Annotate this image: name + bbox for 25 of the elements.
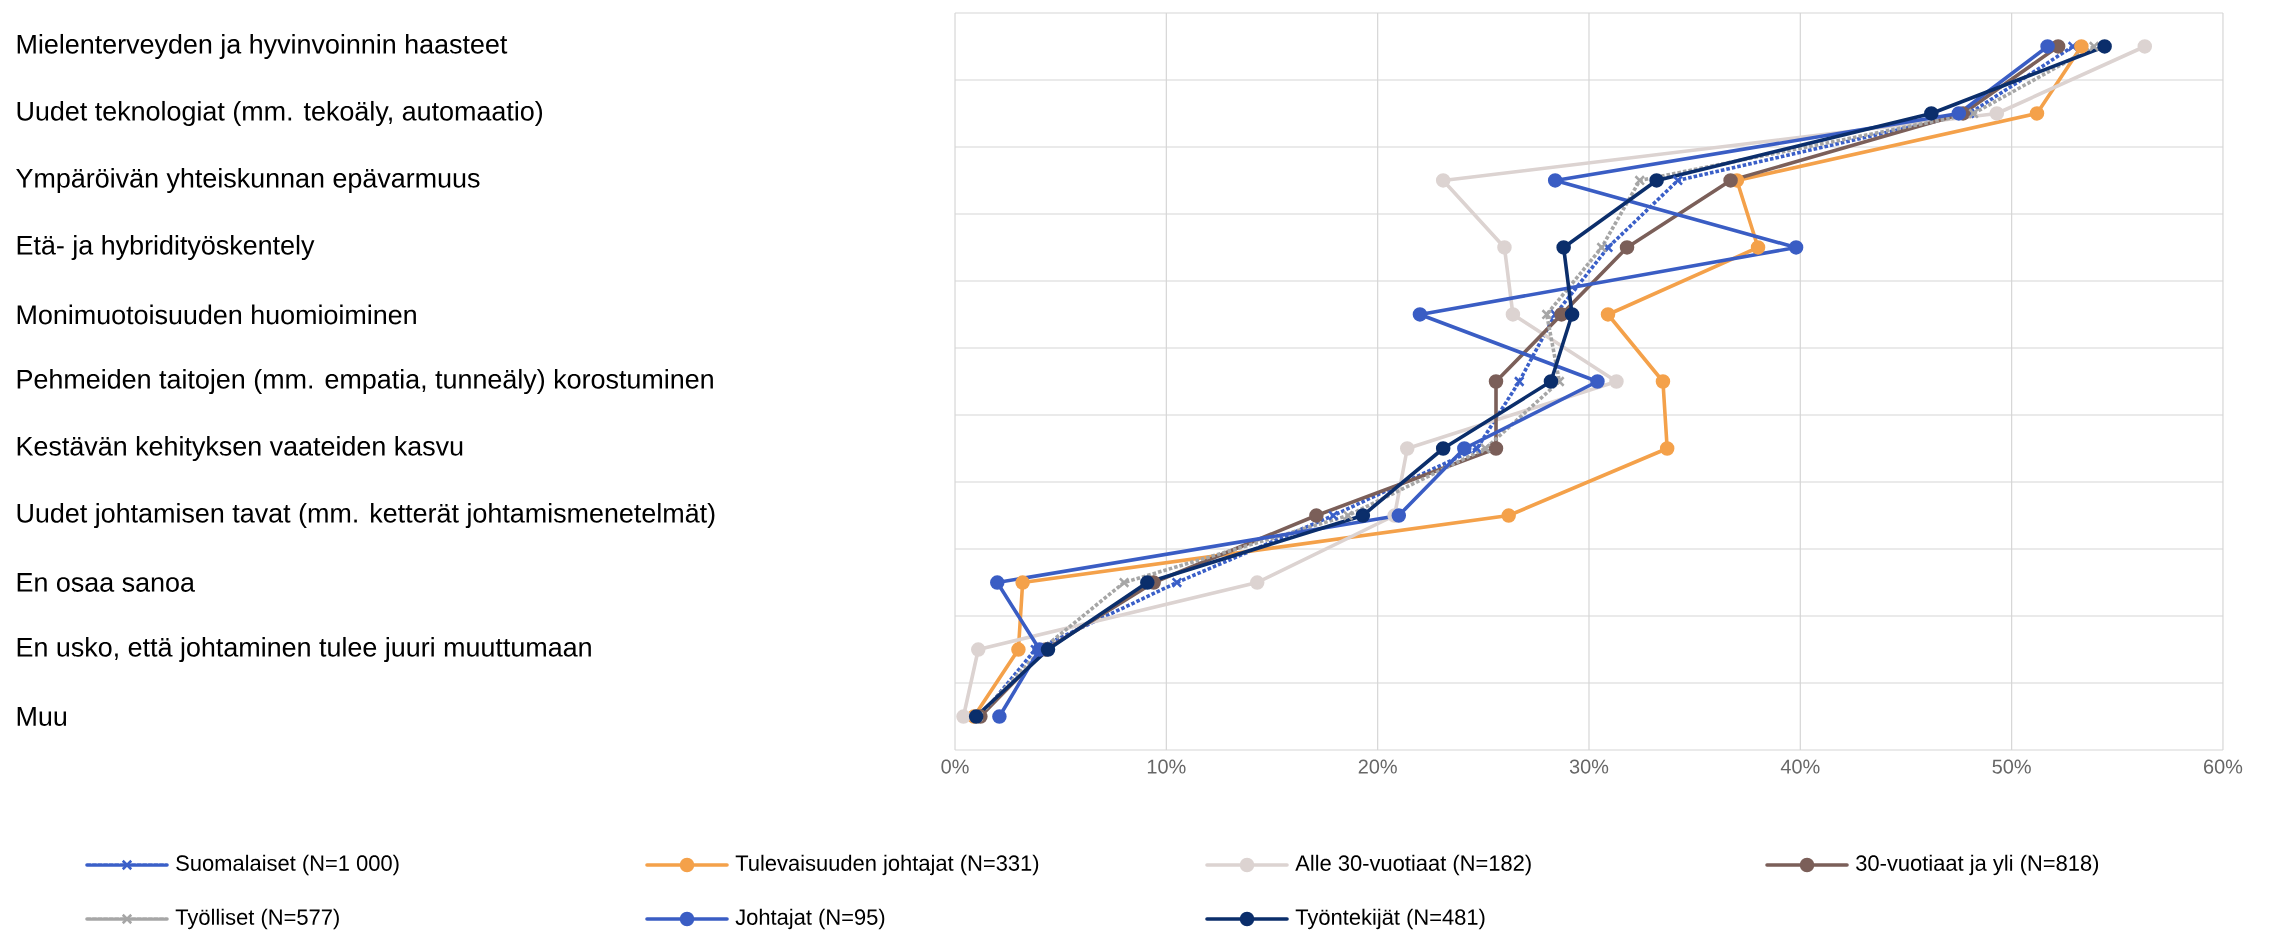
legend-label: Työlliset (N=577) xyxy=(175,908,339,930)
y-tick-label: Etä- ja hybridityöskentely xyxy=(17,234,315,261)
legend-label: Suomalaiset (N=1 000) xyxy=(176,854,399,876)
x-tick-label: 50% xyxy=(1992,759,2031,774)
y-tick-label: Mielenterveyden ja hyvinvoinnin haasteet xyxy=(17,33,508,60)
legend-label: Johtajat (N=95) xyxy=(735,908,885,930)
y-tick-label: Uudet johtamisen tavat (mm. ketterät johtamismenetelmät) xyxy=(17,502,715,529)
legend-label: Työntekijät (N=481) xyxy=(1295,908,1485,930)
x-tick-label: 20% xyxy=(1358,759,1397,774)
x-tick-label: 60% xyxy=(2204,759,2243,774)
legend-label: Tulevaisuuden johtajat (N=331) xyxy=(735,854,1039,876)
y-tick-label: Uudet teknologiat (mm. tekoäly, automaatio) xyxy=(17,100,543,127)
y-tick-label: Muu xyxy=(17,707,67,726)
x-tick-label: 10% xyxy=(1147,759,1186,774)
y-tick-label: En usko, että johtaminen tulee juuri muuttumaan xyxy=(17,636,591,663)
legend-label: Alle 30-vuotiaat (N=182) xyxy=(1295,854,1531,876)
y-tick-label: Kestävän kehityksen vaateiden kasvu xyxy=(17,435,463,462)
y-tick-label: Monimuotoisuuden huomioiminen xyxy=(17,304,416,325)
x-tick-label: 0% xyxy=(941,759,969,774)
x-tick-label: 40% xyxy=(1780,759,1820,774)
legend-label: 30-vuotiaat ja yli (N=818) xyxy=(1856,854,2099,876)
y-tick-label: En osaa sanoa xyxy=(17,573,195,592)
y-tick-label: Pehmeiden taitojen (mm. empatia, tunneäly) korostuminen xyxy=(17,368,713,395)
y-tick-label: Ympäröivän yhteiskunnan epävarmuus xyxy=(16,167,480,194)
x-tick-label: 30% xyxy=(1569,759,1609,774)
